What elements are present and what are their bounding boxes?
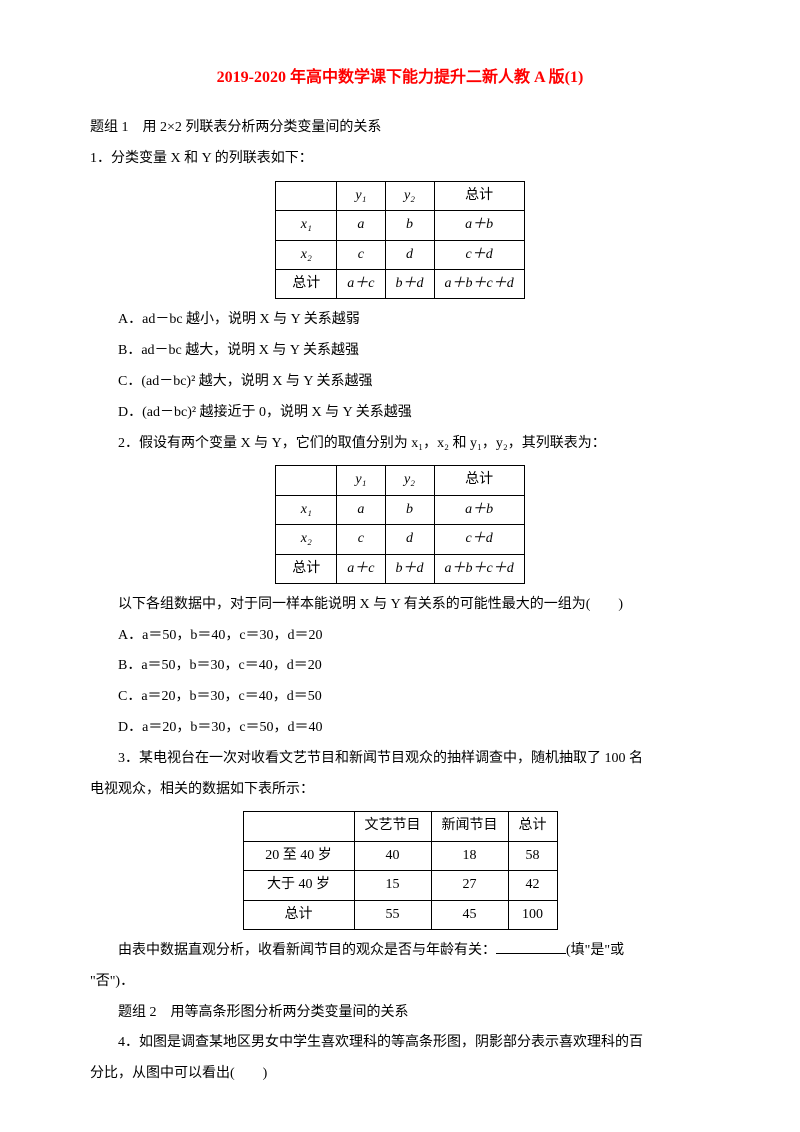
fill-blank[interactable] (496, 939, 566, 954)
q3-tail: 由表中数据直观分析，收看新闻节目的观众是否与年龄有关： (填"是"或 (90, 936, 710, 967)
q4-line1: 4．如图是调查某地区男女中学生喜欢理科的等高条形图，阴影部分表示喜欢理科的百 (90, 1028, 710, 1059)
q3-tail-c: "否")． (90, 967, 710, 998)
q2-intro: 2．假设有两个变量 X 与 Y，它们的取值分别为 x₁，x₂ 和 y₁，y₂，其… (90, 429, 710, 460)
table-2: y₁ y₂ 总计 x₁ a b a＋b x₂ c d c＋d 总计 a＋c b＋… (275, 465, 524, 584)
group2-heading: 题组 2 用等高条形图分析两分类变量间的关系 (90, 998, 710, 1029)
q1-opt-c: C．(ad－bc)² 越大，说明 X 与 Y 关系越强 (90, 367, 710, 398)
q2-opt-c: C．a＝20，b＝30，c＝40，d＝50 (90, 682, 710, 713)
t1-h-total: 总计 (434, 181, 524, 210)
q1-opt-a: A．ad－bc 越小，说明 X 与 Y 关系越弱 (90, 305, 710, 336)
q4-line2: 分比，从图中可以看出( ) (90, 1059, 710, 1090)
t1-r2-label: x₂ (276, 240, 337, 269)
q2-opt-a: A．a＝50，b＝40，c＝30，d＝20 (90, 621, 710, 652)
page-title: 2019-2020 年高中数学课下能力提升二新人教 A 版(1) (90, 60, 710, 95)
q1-opt-b: B．ad－bc 越大，说明 X 与 Y 关系越强 (90, 336, 710, 367)
q1-opt-d: D．(ad－bc)² 越接近于 0，说明 X 与 Y 关系越强 (90, 398, 710, 429)
q2-opt-b: B．a＝50，b＝30，c＝40，d＝20 (90, 651, 710, 682)
q2-opt-d: D．a＝20，b＝30，c＝50，d＝40 (90, 713, 710, 744)
group1-heading: 题组 1 用 2×2 列联表分析两分类变量间的关系 (90, 113, 710, 144)
q3-tail-b: (填"是"或 (566, 943, 624, 958)
q1-intro: 1．分类变量 X 和 Y 的列联表如下： (90, 144, 710, 175)
t1-h-y1: y₁ (337, 181, 385, 210)
t1-h-y2: y₂ (385, 181, 434, 210)
table-1: y₁ y₂ 总计 x₁ a b a＋b x₂ c d c＋d 总计 a＋c b＋… (275, 181, 524, 300)
q2-lead: 以下各组数据中，对于同一样本能说明 X 与 Y 有关系的可能性最大的一组为( ) (90, 590, 710, 621)
t1-r3-label: 总计 (276, 269, 337, 298)
q3-tail-a: 由表中数据直观分析，收看新闻节目的观众是否与年龄有关： (118, 943, 496, 958)
q3-line2: 电视观众，相关的数据如下表所示： (90, 775, 710, 806)
table-3: 文艺节目 新闻节目 总计 20 至 40 岁 40 18 58 大于 40 岁 … (243, 811, 558, 930)
q3-line1: 3．某电视台在一次对收看文艺节目和新闻节目观众的抽样调查中，随机抽取了 100 … (90, 744, 710, 775)
t1-r1-label: x₁ (276, 211, 337, 240)
